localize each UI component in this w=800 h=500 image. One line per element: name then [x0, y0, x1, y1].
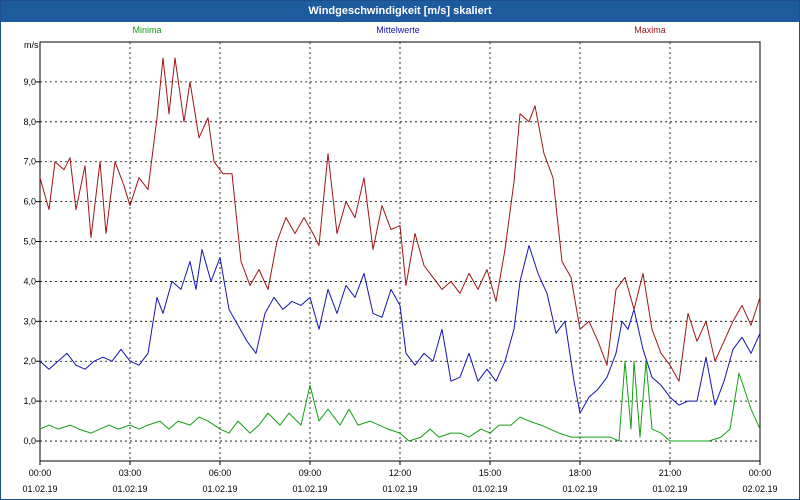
x-tick-date-label: 01.02.19 — [472, 484, 507, 494]
grid — [39, 42, 761, 461]
y-tick-label: 6,0 — [23, 197, 36, 207]
x-tick-date-label: 01.02.19 — [22, 484, 57, 494]
y-axis-unit-label: m/s — [24, 40, 39, 50]
y-axis: m/s 0,0 1,0 2,0 3,0 4,0 5,0 6,0 7,0 8,0 9,0 — [23, 40, 40, 446]
legend-maxima: Maxima — [634, 25, 666, 35]
legend: Minima Mittelwerte Maxima — [132, 25, 665, 35]
y-tick-label: 3,0 — [23, 316, 36, 326]
x-tick-date-label: 01.02.19 — [562, 484, 597, 494]
x-tick-date-label: 02.02.19 — [742, 484, 777, 494]
series-line-mittelwerte — [39, 245, 761, 414]
series-line-maxima — [39, 57, 761, 382]
x-tick-time-label: 15:00 — [479, 468, 502, 478]
y-tick-label: 5,0 — [23, 237, 36, 247]
y-tick-label: 0,0 — [23, 436, 36, 446]
y-tick-label: 4,0 — [23, 276, 36, 286]
x-tick-time-label: 06:00 — [209, 468, 232, 478]
series-line-minima — [39, 360, 761, 442]
x-tick-time-label: 21:00 — [659, 468, 682, 478]
x-tick-date-label: 01.02.19 — [652, 484, 687, 494]
x-axis: 00:00 01.02.19 03:00 01.02.19 06:00 01.02.19 0… — [22, 461, 778, 494]
x-tick-time-label: 00:00 — [29, 468, 52, 478]
x-tick-date-label: 01.02.19 — [112, 484, 147, 494]
y-tick-label: 1,0 — [23, 396, 36, 406]
y-tick-label: 8,0 — [23, 117, 36, 127]
legend-minima: Minima — [132, 25, 161, 35]
y-tick-label: 9,0 — [23, 77, 36, 87]
x-tick-time-label: 12:00 — [389, 468, 412, 478]
window-title: Windgeschwindigkeit [m/s] skaliert — [1, 1, 799, 22]
x-tick-time-label: 03:00 — [119, 468, 142, 478]
x-tick-time-label: 00:00 — [749, 468, 772, 478]
x-tick-time-label: 09:00 — [299, 468, 322, 478]
y-tick-label: 7,0 — [23, 157, 36, 167]
x-tick-date-label: 01.02.19 — [202, 484, 237, 494]
x-tick-time-label: 18:00 — [569, 468, 592, 478]
x-tick-date-label: 01.02.19 — [292, 484, 327, 494]
series-group — [39, 57, 761, 442]
x-tick-date-label: 01.02.19 — [382, 484, 417, 494]
legend-mittelwerte: Mittelwerte — [376, 25, 420, 35]
y-tick-label: 2,0 — [23, 356, 36, 366]
